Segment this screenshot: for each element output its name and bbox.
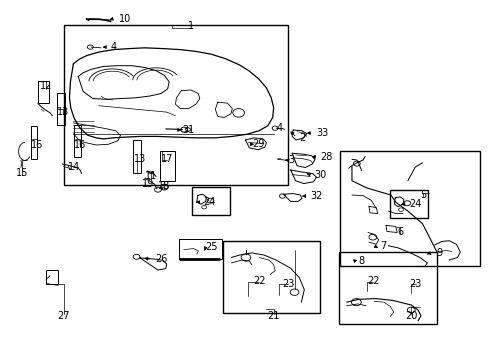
Text: 10: 10: [119, 14, 131, 23]
Text: 28: 28: [319, 152, 332, 162]
Text: 4: 4: [110, 42, 116, 52]
Bar: [74, 125, 81, 157]
Text: 21: 21: [267, 311, 279, 321]
Bar: [30, 126, 37, 158]
Text: 5: 5: [420, 190, 426, 200]
Text: 13: 13: [134, 154, 146, 164]
Text: 22: 22: [366, 276, 379, 286]
Text: 25: 25: [205, 242, 217, 252]
Bar: [38, 81, 49, 103]
Text: 16: 16: [74, 140, 86, 150]
Text: 30: 30: [314, 170, 326, 180]
Text: 11: 11: [145, 171, 157, 181]
Bar: [160, 152, 175, 181]
Bar: [222, 242, 319, 313]
Text: 29: 29: [251, 139, 264, 149]
Text: 18: 18: [158, 181, 170, 192]
Text: 32: 32: [310, 191, 322, 201]
Bar: [192, 187, 229, 215]
Text: 13: 13: [57, 107, 69, 117]
Text: 9: 9: [435, 248, 441, 258]
Bar: [63, 25, 287, 185]
Text: 8: 8: [357, 256, 364, 266]
Text: 12: 12: [40, 81, 52, 91]
Bar: [389, 190, 427, 217]
Bar: [339, 152, 479, 266]
Text: 14: 14: [68, 162, 81, 172]
Text: 23: 23: [282, 279, 294, 289]
Text: 4: 4: [276, 123, 283, 133]
Text: 23: 23: [408, 279, 421, 289]
Text: 27: 27: [57, 311, 70, 321]
Text: 31: 31: [182, 125, 194, 135]
Text: 24: 24: [203, 197, 215, 207]
Text: 33: 33: [316, 128, 328, 138]
Text: 1: 1: [187, 21, 194, 31]
Text: 24: 24: [408, 199, 421, 209]
Bar: [179, 239, 221, 259]
Text: 22: 22: [252, 276, 265, 286]
Text: 16: 16: [31, 140, 43, 150]
Bar: [46, 270, 58, 284]
Bar: [57, 93, 65, 125]
Text: 7: 7: [380, 241, 386, 251]
Bar: [132, 140, 141, 173]
Text: 3: 3: [287, 156, 294, 165]
Text: 6: 6: [396, 227, 402, 237]
Text: 17: 17: [160, 154, 173, 163]
Text: 2: 2: [299, 133, 305, 143]
Text: 20: 20: [404, 311, 417, 321]
Bar: [339, 252, 436, 324]
Text: 26: 26: [155, 254, 168, 264]
Text: 15: 15: [16, 168, 28, 178]
Text: 19: 19: [142, 179, 154, 189]
